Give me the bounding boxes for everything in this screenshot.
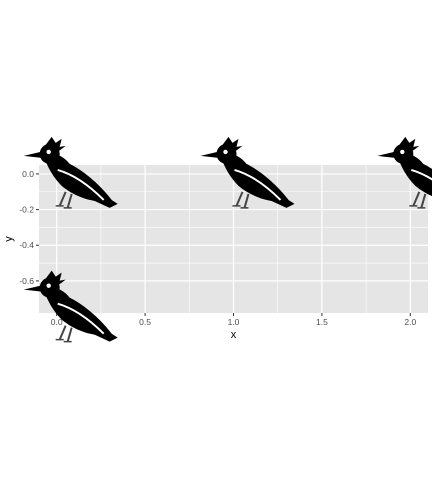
x-axis: 0.0 0.5 1.0 1.5 2.0	[51, 313, 416, 327]
x-tick-label: 1.0	[228, 317, 240, 327]
x-tick-label: 0.5	[139, 317, 151, 327]
y-tick-label: -0.2	[19, 205, 34, 215]
x-tick-label: 2.0	[404, 317, 416, 327]
y-tick-label: 0.0	[22, 169, 34, 179]
major-gridlines	[39, 165, 428, 313]
y-tick-label: -0.4	[19, 240, 34, 250]
y-tick-label: -0.6	[19, 276, 34, 286]
x-tick-label: 0.0	[51, 317, 63, 327]
y-axis: 0.0 -0.2 -0.4 -0.6	[19, 169, 39, 286]
x-axis-label: x	[231, 329, 237, 341]
y-axis-label: y	[3, 236, 15, 242]
x-tick-label: 1.5	[316, 317, 328, 327]
